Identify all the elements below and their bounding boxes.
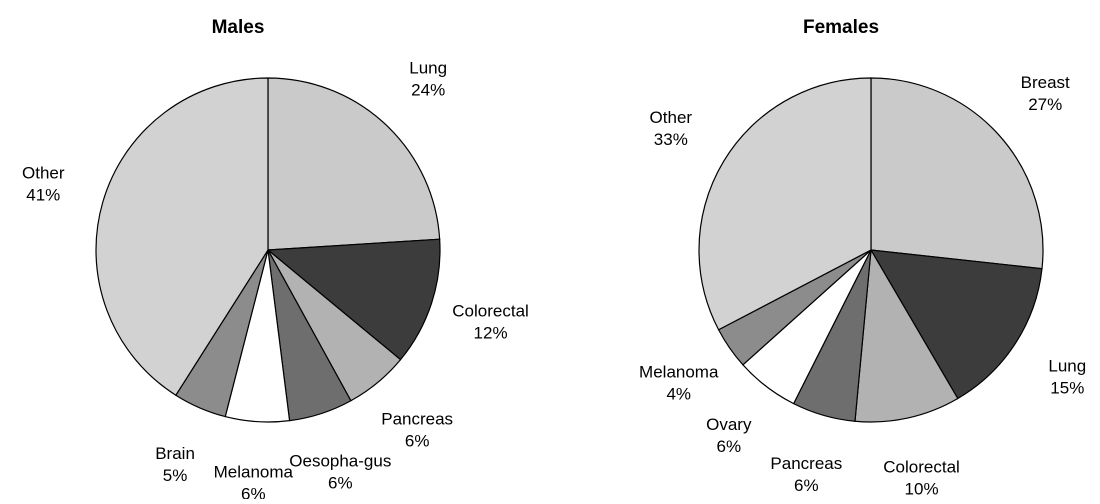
slice-label: Melanoma 6%	[214, 463, 294, 499]
value-label: 41%	[26, 186, 60, 205]
value-label: 27%	[1028, 95, 1062, 114]
value-label: 6%	[717, 437, 742, 456]
category-label: Colorectal	[452, 301, 529, 320]
slice-label: Pancreas 6%	[770, 454, 842, 495]
value-label: 10%	[905, 479, 939, 498]
chart-title: Males	[212, 17, 265, 38]
slice-label: Lung 15%	[1048, 356, 1086, 397]
category-label: Pancreas	[381, 409, 453, 428]
category-label: Melanoma	[639, 362, 719, 381]
value-label: 5%	[163, 466, 188, 485]
slice-label: Brain 5%	[155, 444, 195, 485]
slice-label: Lung 24%	[409, 58, 447, 99]
slice-label: Colorectal 10%	[883, 457, 960, 498]
category-label: Brain	[155, 444, 195, 463]
slice-label: Pancreas 6%	[381, 409, 453, 450]
value-label: 33%	[654, 130, 688, 149]
category-label: Lung	[1048, 356, 1086, 375]
pie-slice	[854, 248, 959, 423]
value-label: 15%	[1050, 378, 1084, 397]
category-label: Pancreas	[770, 454, 842, 473]
value-label: 6%	[794, 476, 819, 495]
chart-title: Females	[803, 17, 879, 38]
value-label: 6%	[241, 485, 266, 499]
pie-slice	[698, 77, 872, 331]
pie-slice	[869, 249, 1043, 400]
slice-label: Colorectal 12%	[452, 301, 529, 342]
slice-label: Other 41%	[22, 164, 65, 205]
slice-label: Breast 27%	[1021, 73, 1070, 114]
pie-slice	[266, 238, 441, 361]
category-label: Ovary	[706, 415, 752, 434]
pie-slice	[95, 77, 269, 397]
value-label: 24%	[411, 80, 445, 99]
pie-slice	[870, 77, 1044, 270]
value-label: 6%	[328, 474, 353, 493]
category-label: Oesopha-gus	[289, 452, 391, 471]
pie-slice	[267, 77, 441, 251]
category-label: Colorectal	[883, 457, 960, 476]
value-label: 4%	[666, 384, 691, 403]
category-label: Other	[22, 164, 65, 183]
slice-label: Other 33%	[650, 108, 693, 149]
slice-label: Melanoma 4%	[639, 362, 719, 403]
category-label: Other	[650, 108, 693, 127]
slice-label: Ovary 6%	[706, 415, 752, 456]
category-label: Lung	[409, 58, 447, 77]
slice-label: Oesopha-gus 6%	[289, 452, 391, 493]
category-label: Melanoma	[214, 463, 294, 482]
value-label: 12%	[474, 323, 508, 342]
value-label: 6%	[405, 431, 430, 450]
category-label: Breast	[1021, 73, 1070, 92]
